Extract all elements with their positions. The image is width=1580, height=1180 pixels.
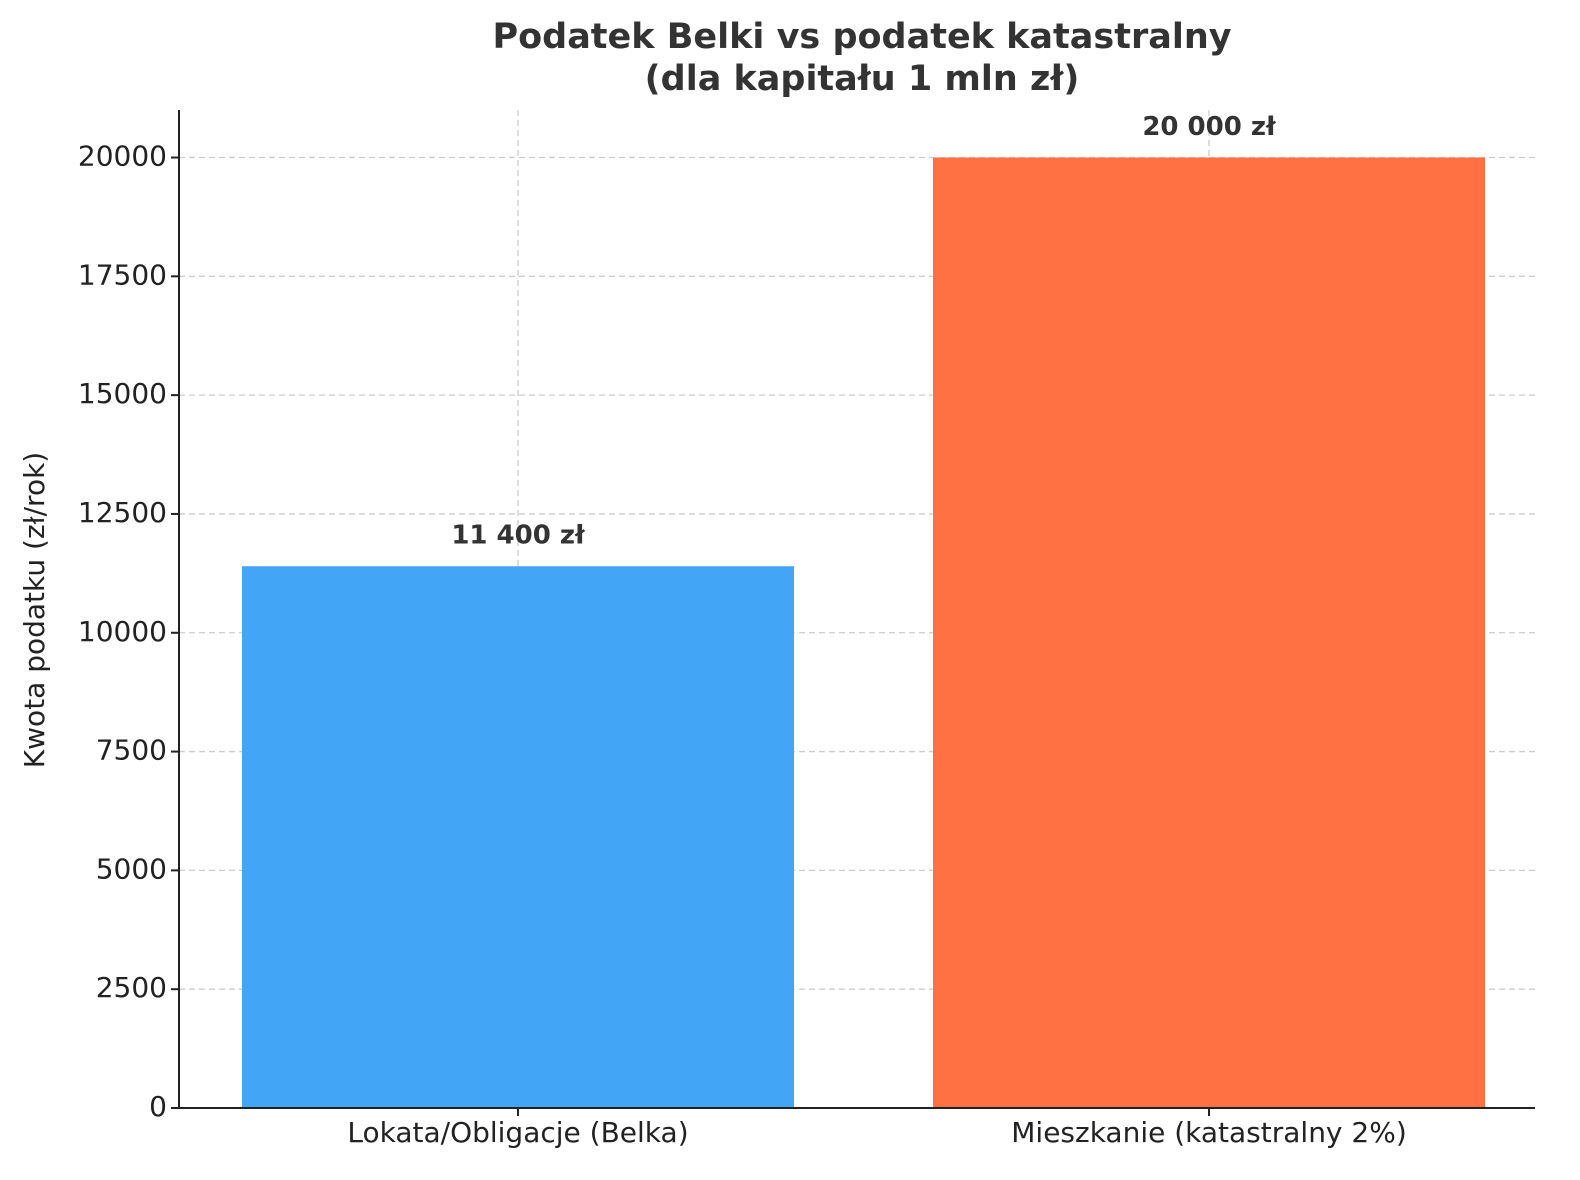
chart-title: Podatek Belki vs podatek katastralny [492,17,1231,57]
y-tick-label: 12500 [78,496,167,529]
chart-title: (dla kapitału 1 mln zł) [645,59,1080,99]
value-label: 11 400 zł [451,521,586,551]
y-tick-label: 17500 [78,258,167,291]
y-tick-label: 20000 [78,140,167,173]
x-tick-label: Mieszkanie (katastralny 2%) [1011,1116,1407,1149]
x-tick-label: Lokata/Obligacje (Belka) [347,1116,688,1149]
bar [933,157,1485,1108]
y-tick-label: 0 [149,1090,167,1123]
y-tick-label: 15000 [78,377,167,410]
value-label: 20 000 zł [1142,112,1277,142]
y-tick-label: 2500 [96,971,167,1004]
bar [242,566,794,1108]
y-tick-label: 7500 [96,734,167,767]
y-axis-label: Kwota podatku (zł/rok) [18,452,51,768]
y-tick-label: 5000 [96,852,167,885]
y-tick-label: 10000 [78,615,167,648]
